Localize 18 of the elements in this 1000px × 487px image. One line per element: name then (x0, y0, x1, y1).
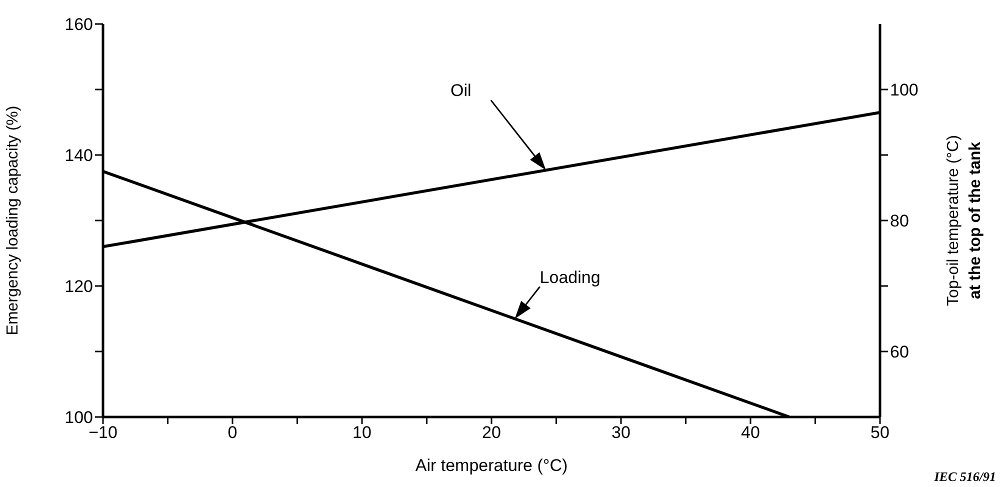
y2-axis-title: Top-oil temperature (°C) at the top of the tank (945, 135, 984, 306)
x-tick-label: 30 (612, 423, 630, 442)
y-axis-title: Emergency loading capacity (%) (4, 106, 22, 336)
text: Loading (540, 268, 600, 287)
y2-tick-label: 60 (890, 342, 909, 362)
y-tick-label: 120 (64, 277, 93, 296)
x-tick-label: 0 (228, 423, 238, 442)
x-tick-label: 20 (482, 423, 501, 442)
y2-tick-label: 100 (890, 80, 918, 100)
y2-tick-label: 80 (890, 212, 909, 231)
x-tick-label: 10 (352, 423, 372, 442)
x-tick-label: 40 (741, 423, 760, 442)
y-tick-label: 140 (64, 146, 93, 166)
x-tick-label: 50 (870, 423, 890, 442)
y-tick-label: 160 (64, 15, 93, 34)
x-axis-title: Air temperature (°C) (415, 456, 568, 475)
text: Oil (450, 81, 472, 100)
text: IEC 516/91 (933, 469, 996, 484)
